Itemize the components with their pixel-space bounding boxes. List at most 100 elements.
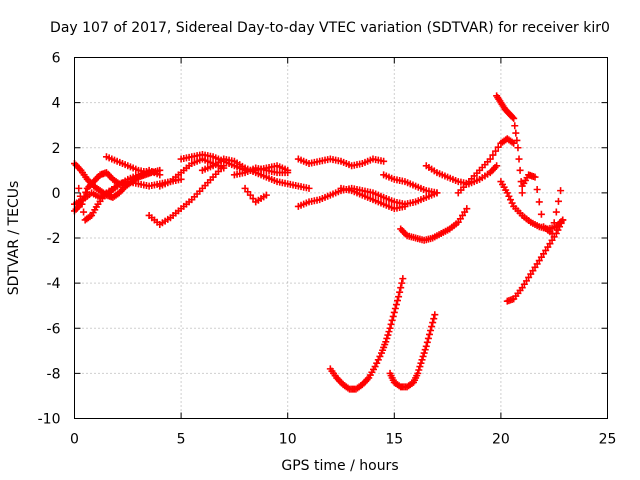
data-point — [423, 338, 431, 346]
data-point — [380, 157, 388, 165]
y-tick-labels: -10 -8 -6 -4 -2 0 2 4 6 — [38, 51, 61, 428]
data-point — [513, 136, 521, 144]
data-point — [431, 311, 439, 319]
data-point — [391, 305, 399, 313]
data-point — [416, 363, 424, 371]
series-arc-14 — [294, 155, 388, 170]
series-arc-24 — [386, 311, 439, 391]
data-point — [516, 166, 524, 174]
y-tick-label: -6 — [47, 321, 61, 337]
series-arc-21 — [503, 216, 567, 305]
data-point — [220, 164, 228, 172]
data-point — [510, 114, 518, 122]
data-point — [493, 162, 501, 170]
series-arc-10 — [230, 164, 292, 179]
data-point — [550, 219, 558, 227]
series-arc-22 — [518, 171, 565, 237]
data-point — [395, 293, 403, 301]
data-point — [399, 275, 407, 283]
x-tick-labels: 0 5 10 15 20 25 — [70, 432, 616, 448]
data-point — [421, 346, 429, 354]
data-point — [419, 352, 427, 360]
data-point — [393, 297, 401, 305]
y-tick-label: -8 — [47, 366, 61, 382]
data-point — [392, 301, 400, 309]
data-point — [80, 208, 88, 216]
x-tick-label: 20 — [492, 432, 510, 448]
data-point — [75, 184, 83, 192]
data-point — [305, 184, 313, 192]
y-axis-label: SDTVAR / TECUs — [6, 181, 22, 296]
x-tick-label: 5 — [177, 432, 186, 448]
data-point — [552, 208, 560, 216]
data-point — [145, 169, 153, 177]
data-point — [386, 324, 394, 332]
data-point — [417, 359, 425, 367]
y-tick-label: -10 — [38, 412, 61, 428]
y-tick-label: -4 — [47, 276, 61, 292]
series-arc-19 — [493, 92, 526, 197]
data-point — [427, 327, 435, 335]
data-point — [535, 198, 543, 206]
series-arc-11 — [241, 184, 270, 206]
data-point — [383, 334, 391, 342]
data-point — [414, 369, 422, 377]
y-tick-label: 2 — [52, 141, 61, 157]
data-point — [514, 144, 522, 152]
data-point — [156, 171, 164, 179]
data-point — [515, 155, 523, 163]
data-point — [463, 205, 471, 213]
data-point — [284, 169, 292, 177]
data-point — [489, 151, 497, 159]
data-point — [177, 175, 185, 183]
data-point — [390, 308, 398, 316]
data-points — [71, 92, 567, 393]
series-arc-6 — [145, 162, 228, 228]
data-point — [389, 312, 397, 320]
data-point — [425, 330, 433, 338]
data-point — [418, 356, 426, 364]
x-tick-label: 15 — [385, 432, 403, 448]
data-point — [531, 173, 539, 181]
series-arc-16 — [397, 205, 471, 244]
data-point — [113, 182, 121, 190]
data-point — [511, 122, 519, 130]
data-point — [397, 284, 405, 292]
data-point — [398, 279, 406, 287]
data-point — [537, 210, 545, 218]
plot-frame — [74, 57, 608, 419]
x-tick-label: 25 — [599, 432, 617, 448]
data-point — [430, 315, 438, 323]
data-point — [533, 185, 541, 193]
series-arc-13 — [337, 184, 409, 213]
x-tick-label: 0 — [70, 432, 79, 448]
data-point — [384, 331, 392, 339]
series-arc-15 — [380, 171, 441, 197]
data-point — [428, 323, 436, 331]
data-point — [486, 155, 494, 163]
y-tick-label: 4 — [52, 96, 61, 112]
data-point — [385, 328, 393, 336]
data-point — [548, 229, 556, 237]
series-arc-5 — [102, 153, 153, 177]
data-point — [512, 129, 520, 137]
grid-lines — [74, 57, 608, 419]
y-tick-label: 6 — [52, 51, 61, 67]
data-point — [420, 349, 428, 357]
data-point — [433, 189, 441, 197]
series-arc-23 — [326, 275, 407, 393]
y-tick-label: 0 — [52, 186, 61, 202]
data-point — [492, 147, 500, 155]
data-point — [559, 216, 567, 224]
data-point — [518, 189, 526, 197]
data-point — [415, 366, 423, 374]
data-point — [422, 342, 430, 350]
data-point — [388, 316, 396, 324]
data-point — [396, 288, 404, 296]
data-point — [429, 319, 437, 327]
data-point — [557, 187, 565, 195]
data-point — [554, 197, 562, 205]
data-point — [424, 334, 432, 342]
